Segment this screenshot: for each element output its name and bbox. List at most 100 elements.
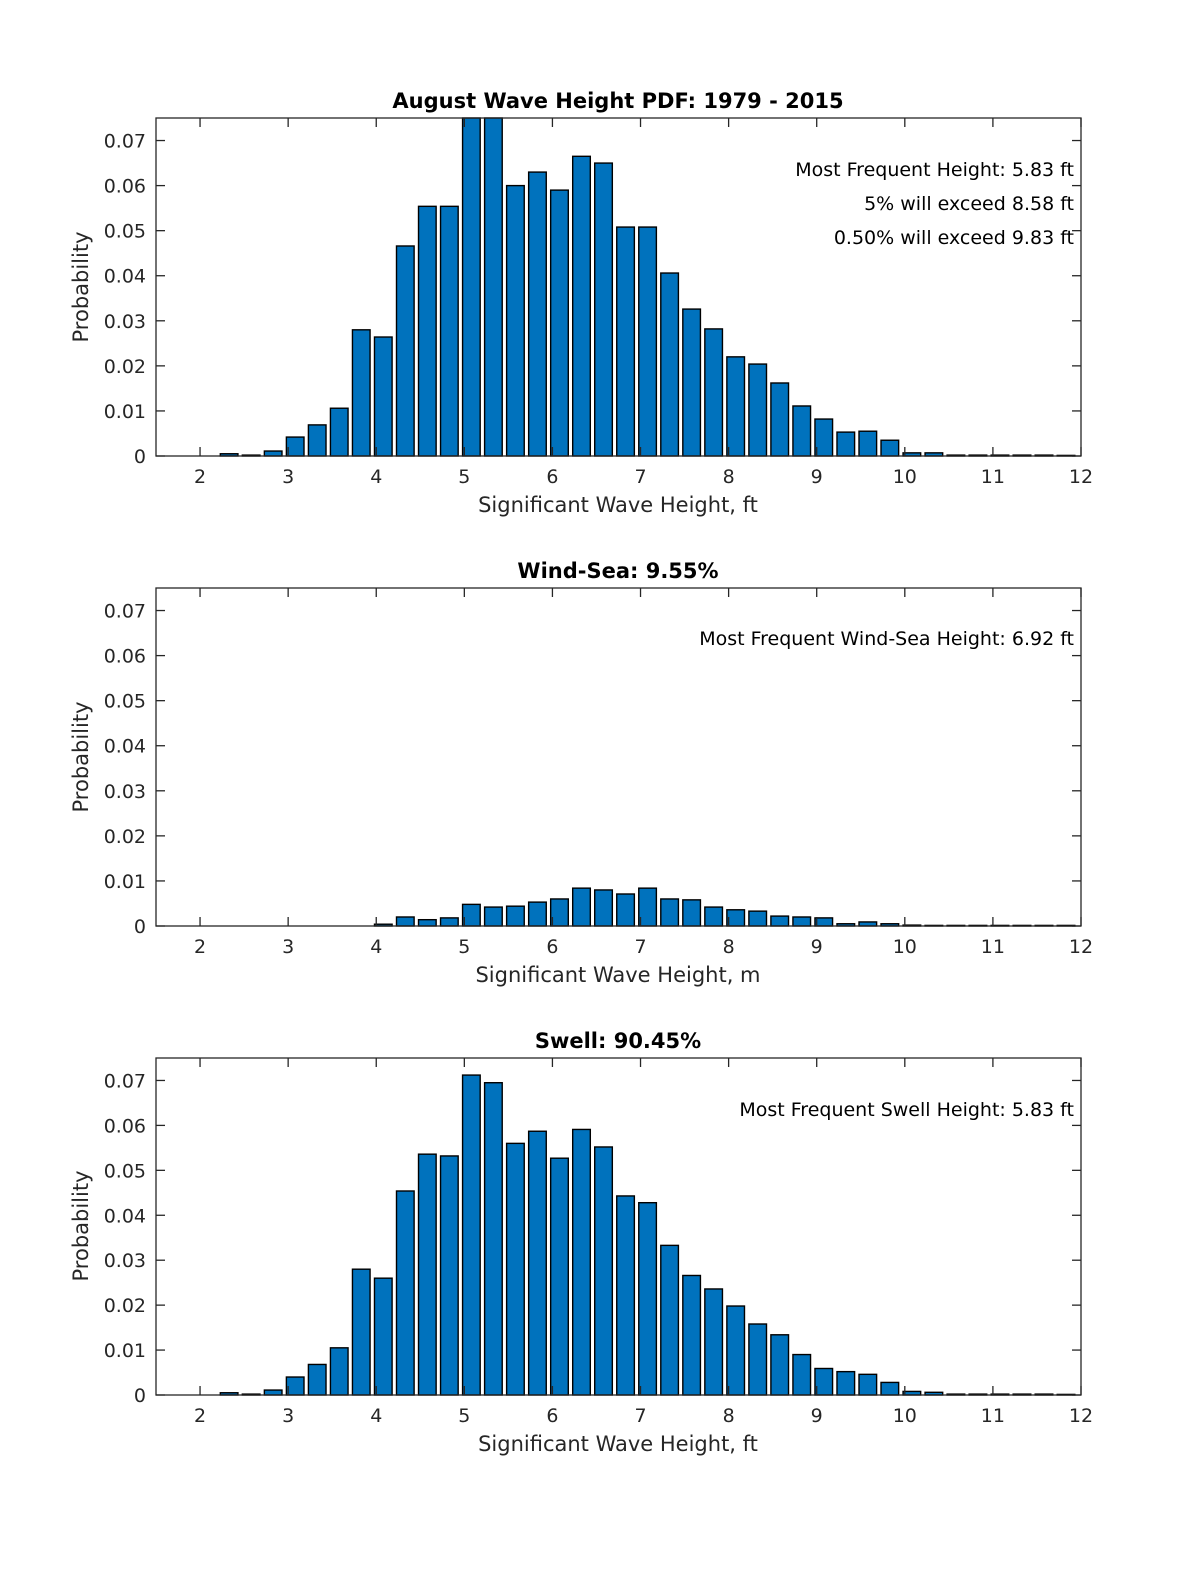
annotations-group: Most Frequent Wind-Sea Height: 6.92 ft [699, 628, 1074, 650]
bar [726, 1305, 746, 1396]
x-tick-label: 3 [282, 466, 294, 488]
x-tick-label: 9 [811, 466, 823, 488]
bars-group [373, 887, 1076, 927]
bar [660, 1244, 680, 1396]
y-tick-label: 0.03 [104, 781, 146, 803]
bar [329, 407, 349, 457]
x-tick-label: 12 [1069, 466, 1093, 488]
x-tick-label: 11 [981, 1405, 1005, 1427]
bar [594, 162, 614, 457]
x-tick-label: 7 [634, 466, 646, 488]
bar [616, 226, 636, 457]
bar [880, 439, 900, 457]
x-tick-label: 2 [194, 466, 206, 488]
bar [616, 1195, 636, 1396]
bar [263, 1389, 283, 1396]
bar [571, 155, 592, 457]
bar [351, 329, 371, 457]
bar [285, 436, 305, 457]
x-tick-label: 6 [546, 936, 558, 958]
y-tick-label: 0.05 [104, 691, 146, 713]
y-tick-label: 0.04 [104, 1205, 146, 1227]
bar [351, 1268, 371, 1396]
bar [461, 903, 481, 927]
ticks-group: 2 3 4 5 6 7 8 9 10 11 12 0 0.01 0.02 0.03 0.04 0.05 0.06 0… [104, 1058, 1093, 1427]
y-tick-label: 0.07 [104, 1070, 146, 1092]
bar [770, 1334, 790, 1396]
bar [527, 1130, 547, 1396]
bar [748, 1323, 768, 1396]
y-tick-label: 0.07 [104, 601, 146, 623]
y-tick-label: 0.01 [104, 1340, 146, 1362]
x-tick-label: 4 [370, 936, 382, 958]
chart-title: Swell: 90.45% [535, 1029, 701, 1053]
x-tick-label: 6 [546, 1405, 558, 1427]
chart-title: Wind-Sea: 9.55% [517, 559, 718, 583]
y-tick-label: 0.01 [104, 401, 146, 423]
bar [770, 915, 790, 927]
bar [549, 898, 569, 927]
bar [527, 171, 547, 457]
annotation-0-5pct-exceed: 0.50% will exceed 9.83 ft [834, 227, 1074, 249]
bar [704, 906, 724, 927]
bar [439, 1155, 459, 1396]
bar [704, 328, 724, 457]
x-tick-label: 5 [458, 936, 470, 958]
bar [682, 1274, 702, 1396]
bar [571, 1128, 592, 1396]
y-tick-label: 0.02 [104, 1295, 146, 1317]
bar [549, 189, 569, 457]
bar [858, 430, 878, 457]
bar [483, 117, 503, 457]
axes-box [155, 117, 1082, 457]
bar [748, 910, 768, 927]
panel-total: August Wave Height PDF: 1979 - 2015 2 3 4 5… [69, 89, 1093, 517]
bar [638, 887, 658, 927]
bar [505, 905, 525, 927]
annotation-most-frequent-wind-sea: Most Frequent Wind-Sea Height: 6.92 ft [699, 628, 1074, 650]
bar [549, 1157, 569, 1396]
annotation-5pct-exceed: 5% will exceed 8.58 ft [864, 193, 1074, 215]
y-tick-label: 0.02 [104, 356, 146, 378]
x-tick-label: 12 [1069, 936, 1093, 958]
bar [660, 898, 680, 927]
x-tick-label: 7 [634, 936, 646, 958]
bar [483, 906, 503, 927]
bar [417, 918, 437, 927]
x-tick-label: 12 [1069, 1405, 1093, 1427]
bar [461, 1074, 481, 1396]
x-axis-label: Significant Wave Height, m [475, 963, 760, 987]
bar [505, 1142, 525, 1396]
y-tick-label: 0.05 [104, 1160, 146, 1182]
x-tick-label: 10 [893, 466, 917, 488]
x-tick-label: 8 [723, 1405, 735, 1427]
y-tick-label: 0.04 [104, 736, 146, 758]
panel-swell: Swell: 90.45% 2 3 4 5 6 7 8 9 10 11 12 0 0.01 0.02 0.0… [69, 1029, 1093, 1456]
bar [814, 1367, 834, 1396]
y-tick-label: 0.05 [104, 221, 146, 243]
bar [329, 1347, 349, 1396]
y-tick-label: 0.06 [104, 176, 146, 198]
y-tick-label: 0.04 [104, 266, 146, 288]
y-tick-label: 0.03 [104, 1250, 146, 1272]
bar [704, 1288, 724, 1396]
x-tick-label: 2 [194, 1405, 206, 1427]
bar [373, 1277, 393, 1396]
bar [726, 356, 746, 457]
axes-box [155, 587, 1082, 927]
x-tick-label: 3 [282, 936, 294, 958]
bar [439, 205, 459, 457]
annotations-group: Most Frequent Height: 5.83 ft 5% will ex… [795, 159, 1074, 249]
x-tick-label: 5 [458, 1405, 470, 1427]
bar [792, 916, 812, 927]
x-tick-label: 9 [811, 1405, 823, 1427]
x-tick-label: 11 [981, 466, 1005, 488]
bar [836, 1370, 856, 1396]
axes-box [155, 1057, 1082, 1396]
y-tick-label: 0.06 [104, 646, 146, 668]
ticks-group: 2 3 4 5 6 7 8 9 10 11 12 0 0.01 0.02 0.03 0.04 0.05 0.06 0… [104, 118, 1093, 488]
annotation-most-frequent-swell: Most Frequent Swell Height: 5.83 ft [739, 1099, 1074, 1121]
ticks-group: 2 3 4 5 6 7 8 9 10 11 12 0 0.01 0.02 0.03 0.04 0.05 0.06 0… [104, 588, 1093, 958]
bar [571, 887, 592, 927]
